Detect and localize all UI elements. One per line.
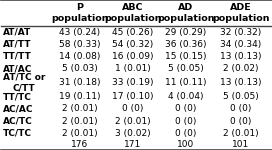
Text: 2 (0.02): 2 (0.02) [223, 64, 258, 73]
Text: ABC
population: ABC population [104, 3, 161, 23]
Text: 100: 100 [177, 140, 194, 149]
Text: 4 (0.04): 4 (0.04) [168, 92, 203, 101]
Text: ADE
population: ADE population [212, 3, 270, 23]
Text: 33 (0.19): 33 (0.19) [112, 78, 153, 87]
Text: AC/AC: AC/AC [3, 104, 33, 113]
Text: 2 (0.01): 2 (0.01) [223, 129, 258, 138]
Text: 36 (0.36): 36 (0.36) [165, 40, 206, 49]
Text: AT/AC: AT/AC [3, 64, 32, 73]
Text: 2 (0.01): 2 (0.01) [115, 117, 150, 126]
Text: 11 (0.11): 11 (0.11) [165, 78, 206, 87]
Text: 43 (0.24): 43 (0.24) [59, 28, 100, 37]
Text: 34 (0.34): 34 (0.34) [220, 40, 261, 49]
Text: 14 (0.08): 14 (0.08) [59, 52, 100, 61]
Text: 0 (0): 0 (0) [230, 104, 251, 113]
Text: P
population: P population [51, 3, 108, 23]
Text: 15 (0.15): 15 (0.15) [165, 52, 206, 61]
Text: 171: 171 [124, 140, 141, 149]
Text: TT/TT: TT/TT [3, 52, 32, 61]
Text: TC/TC: TC/TC [3, 129, 32, 138]
Text: 31 (0.18): 31 (0.18) [59, 78, 100, 87]
Text: 13 (0.13): 13 (0.13) [220, 78, 261, 87]
Text: 0 (0): 0 (0) [175, 104, 196, 113]
Text: TT/TC: TT/TC [3, 92, 32, 101]
Text: 0 (0): 0 (0) [230, 117, 251, 126]
Text: 0 (0): 0 (0) [175, 129, 196, 138]
Text: AD
population: AD population [157, 3, 214, 23]
Text: 176: 176 [71, 140, 88, 149]
Text: 19 (0.11): 19 (0.11) [59, 92, 100, 101]
Text: AT/AT: AT/AT [3, 28, 31, 37]
Text: 2 (0.01): 2 (0.01) [62, 117, 97, 126]
Text: 29 (0.29): 29 (0.29) [165, 28, 206, 37]
Text: 32 (0.32): 32 (0.32) [220, 28, 261, 37]
Text: 58 (0.33): 58 (0.33) [59, 40, 100, 49]
Text: 16 (0.09): 16 (0.09) [112, 52, 153, 61]
Text: 1 (0.01): 1 (0.01) [115, 64, 150, 73]
Text: AT/TT: AT/TT [3, 40, 31, 49]
Text: 0 (0): 0 (0) [122, 104, 143, 113]
Text: 54 (0.32): 54 (0.32) [112, 40, 153, 49]
Text: AT/TC or
C/TT: AT/TC or C/TT [3, 73, 45, 93]
Text: 5 (0.05): 5 (0.05) [223, 92, 259, 101]
Text: 45 (0.26): 45 (0.26) [112, 28, 153, 37]
Text: 101: 101 [232, 140, 249, 149]
Text: 2 (0.01): 2 (0.01) [62, 129, 97, 138]
Text: AC/TC: AC/TC [3, 117, 32, 126]
Text: 5 (0.03): 5 (0.03) [62, 64, 97, 73]
Text: 13 (0.13): 13 (0.13) [220, 52, 261, 61]
Text: 5 (0.05): 5 (0.05) [168, 64, 203, 73]
Text: 3 (0.02): 3 (0.02) [115, 129, 150, 138]
Text: 17 (0.10): 17 (0.10) [112, 92, 153, 101]
Text: 0 (0): 0 (0) [175, 117, 196, 126]
Text: 2 (0.01): 2 (0.01) [62, 104, 97, 113]
